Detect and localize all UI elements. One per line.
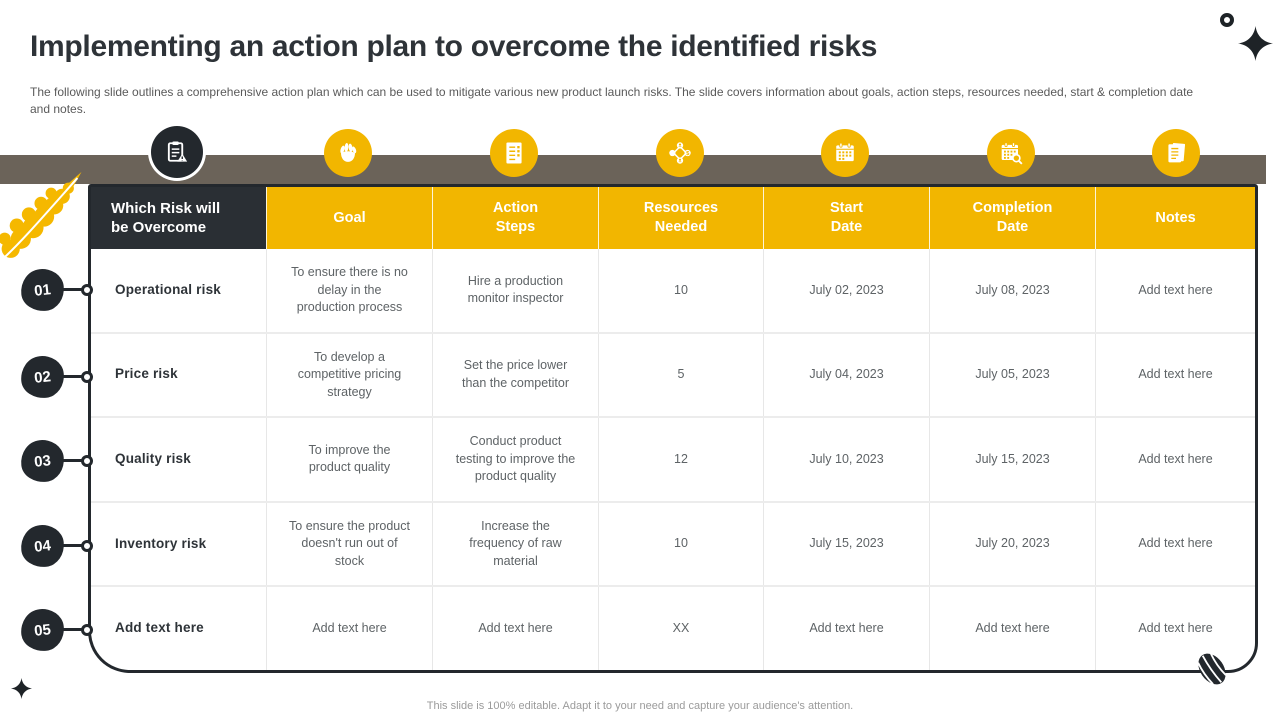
- cell-goal: To develop a competitive pricing strateg…: [266, 333, 432, 417]
- cell-resources: 10: [598, 249, 763, 332]
- cell-action: Add text here: [432, 587, 598, 670]
- donut-dot-decoration: [1220, 13, 1234, 27]
- cell-action: Conduct product testing to improve the p…: [432, 418, 598, 501]
- svg-text:$: $: [686, 151, 690, 157]
- leaf-icon: [0, 172, 82, 262]
- resources-network-icon: $: [656, 129, 704, 177]
- cell-goal: Add text here: [266, 587, 432, 670]
- cell-goal: To ensure there is no delay in the produ…: [266, 249, 432, 332]
- sparkle-icon: [11, 678, 32, 699]
- row-connector-ring: [81, 284, 93, 296]
- row-number-badge: 03: [18, 437, 67, 485]
- row-number-badge: 05: [18, 606, 67, 654]
- cell-risk: Quality risk: [115, 451, 191, 467]
- column-header-completion-date: Completion Date: [929, 187, 1095, 249]
- cell-notes: Add text here: [1095, 249, 1255, 332]
- cell-completion-date: July 15, 2023: [929, 418, 1095, 501]
- cell-risk: Price risk: [115, 366, 178, 382]
- cell-resources: 10: [598, 502, 763, 586]
- cell-start-date: Add text here: [763, 587, 929, 670]
- row-number-badge: 04: [18, 522, 67, 570]
- cell-risk: Operational risk: [115, 281, 221, 297]
- cell-completion-date: July 05, 2023: [929, 333, 1095, 417]
- table-row: Operational risk To ensure there is no d…: [91, 249, 1255, 332]
- goal-hand-icon: [324, 129, 372, 177]
- footer-note: This slide is 100% editable. Adapt it to…: [426, 700, 854, 712]
- column-header-notes: Notes: [1095, 187, 1255, 249]
- cell-start-date: July 04, 2023: [763, 333, 929, 417]
- row-connector-ring: [81, 624, 93, 636]
- row-connector-line: [60, 375, 86, 378]
- row-connector-line: [60, 459, 86, 462]
- row-connector-line: [60, 288, 86, 291]
- row-connector-line: [60, 628, 86, 631]
- row-connector-ring: [81, 540, 93, 552]
- action-plan-table: Which Risk will be Overcome Goal Action …: [88, 184, 1258, 673]
- column-header-goal: Goal: [266, 187, 432, 249]
- table-row: Quality risk To improve the product qual…: [91, 416, 1255, 501]
- cell-risk: Inventory risk: [115, 535, 207, 551]
- cell-action: Hire a production monitor inspector: [432, 249, 598, 332]
- page-title: Implementing an action plan to overcome …: [30, 30, 878, 63]
- table-row: Price risk To develop a competitive pric…: [91, 331, 1255, 417]
- notes-document-icon: [1152, 129, 1200, 177]
- cell-resources: 5: [598, 333, 763, 417]
- cell-resources: 12: [598, 418, 763, 501]
- cell-completion-date: July 20, 2023: [929, 502, 1095, 586]
- cell-completion-date: Add text here: [929, 587, 1095, 670]
- row-connector-ring: [81, 371, 93, 383]
- seed-icon: [1197, 653, 1227, 685]
- column-header-start-date: Start Date: [763, 187, 929, 249]
- slide-description: The following slide outlines a comprehen…: [30, 85, 1194, 117]
- cell-action: Set the price lower than the competitor: [432, 333, 598, 417]
- row-number-badge: 01: [18, 266, 67, 314]
- cell-start-date: July 02, 2023: [763, 249, 929, 332]
- column-header-resources: Resources Needed: [598, 187, 763, 249]
- cell-start-date: July 10, 2023: [763, 418, 929, 501]
- action-steps-checklist-icon: [490, 129, 538, 177]
- cell-notes: Add text here: [1095, 587, 1255, 670]
- start-date-calendar-icon: [821, 129, 869, 177]
- table-row: Add text here Add text here Add text her…: [91, 585, 1255, 670]
- cell-goal: To ensure the product doesn't run out of…: [266, 502, 432, 586]
- completion-date-calendar-search-icon: [987, 129, 1035, 177]
- table-row: Inventory risk To ensure the product doe…: [91, 500, 1255, 586]
- row-connector-line: [60, 544, 86, 547]
- table-body: Operational risk To ensure there is no d…: [91, 249, 1255, 670]
- column-header-risk: Which Risk will be Overcome: [91, 187, 266, 249]
- cell-completion-date: July 08, 2023: [929, 249, 1095, 332]
- cell-notes: Add text here: [1095, 333, 1255, 417]
- row-connector-ring: [81, 455, 93, 467]
- cell-start-date: July 15, 2023: [763, 502, 929, 586]
- column-header-action-steps: Action Steps: [432, 187, 598, 249]
- cell-action: Increase the frequency of raw material: [432, 502, 598, 586]
- cell-notes: Add text here: [1095, 418, 1255, 501]
- header-band: [0, 155, 1266, 184]
- cell-risk: Add text here: [115, 620, 204, 636]
- cell-notes: Add text here: [1095, 502, 1255, 586]
- table-header-row: Which Risk will be Overcome Goal Action …: [91, 187, 1255, 249]
- cell-goal: To improve the product quality: [266, 418, 432, 501]
- cell-resources: XX: [598, 587, 763, 670]
- row-number-badge: 02: [18, 353, 67, 401]
- risk-clipboard-icon: [151, 126, 203, 178]
- sparkle-icon: [1238, 26, 1273, 61]
